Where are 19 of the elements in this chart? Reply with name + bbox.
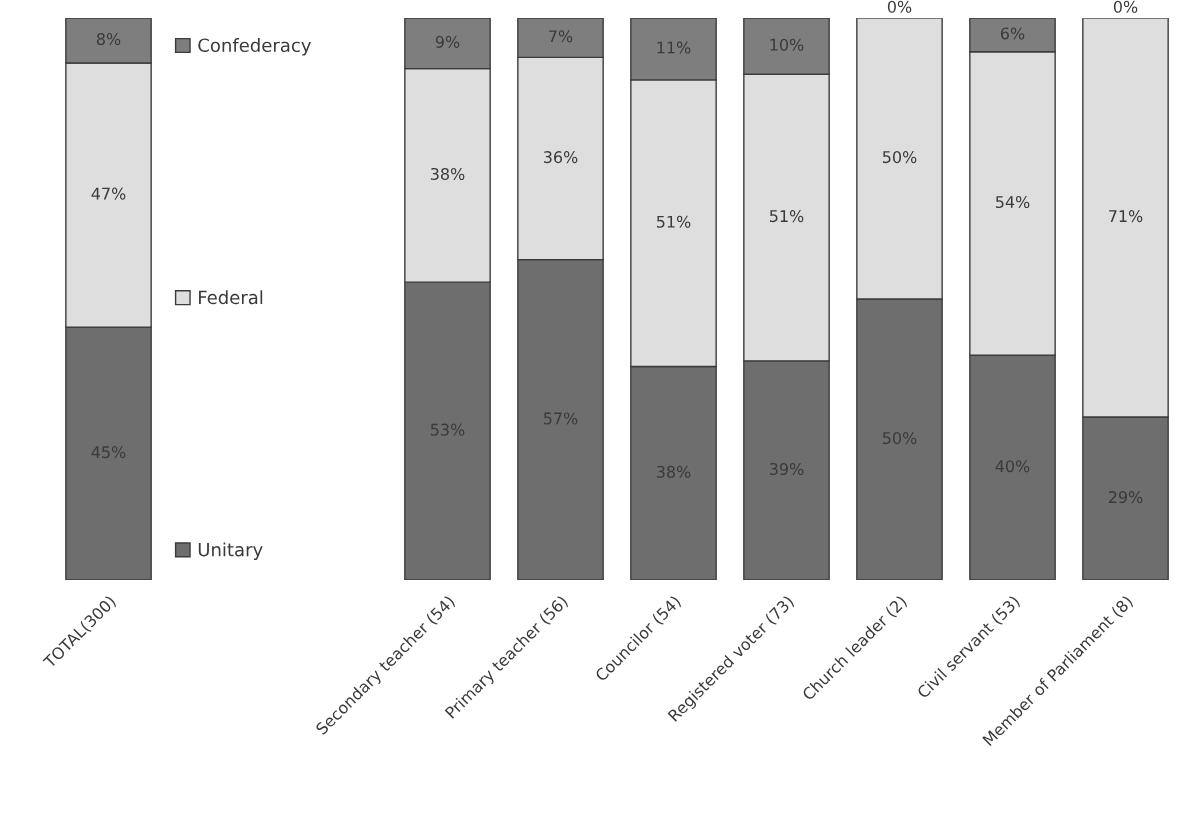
data-label: 36%: [543, 151, 578, 164]
data-label: 50%: [882, 151, 917, 164]
data-label: 47%: [91, 187, 126, 200]
data-label: 7%: [549, 30, 573, 43]
data-label: 51%: [656, 215, 691, 228]
data-label: 71%: [1109, 210, 1143, 223]
data-label: 0%: [887, 0, 912, 13]
data-label: 51%: [769, 210, 804, 223]
data-label: 9%: [435, 35, 460, 48]
legend-label: Unitary: [198, 542, 263, 560]
data-label: 8%: [96, 33, 121, 46]
data-label: 11%: [657, 41, 691, 54]
data-label: 10%: [770, 38, 804, 51]
data-label: 54%: [995, 196, 1030, 209]
data-label: 38%: [430, 167, 465, 180]
legend-label: Federal: [199, 290, 263, 305]
data-label: 6%: [1000, 27, 1025, 40]
data-label: 0%: [1113, 0, 1138, 13]
legend-label: Confederacy: [198, 38, 311, 56]
